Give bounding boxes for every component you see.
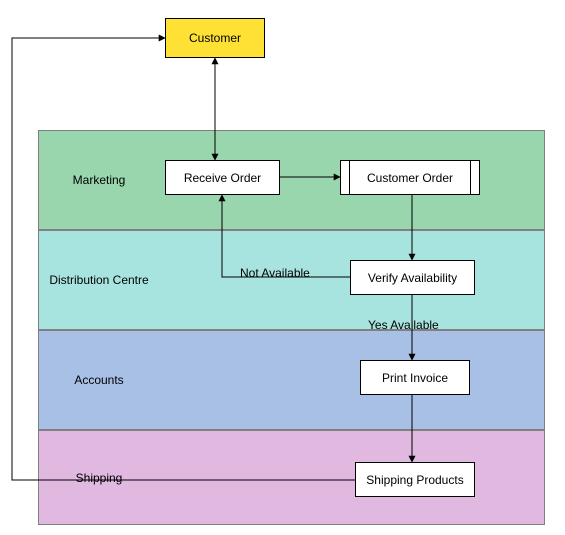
node-print-invoice-label: Print Invoice <box>382 371 448 385</box>
node-shipping-products-label: Shipping Products <box>366 473 463 487</box>
node-customer-label: Customer <box>189 31 241 45</box>
node-shipping-products: Shipping Products <box>355 462 475 497</box>
node-receive-order-label: Receive Order <box>184 171 261 185</box>
node-receive-order: Receive Order <box>165 160 280 195</box>
edge-label-yes-available: Yes Available <box>368 318 439 332</box>
edge-label-not-available: Not Available <box>240 266 310 280</box>
lane-label-accounts: Accounts <box>39 331 159 429</box>
lane-label-shipping: Shipping <box>39 431 159 524</box>
lane-label-distribution: Distribution Centre <box>39 231 159 329</box>
subprocess-bar-right <box>470 161 471 194</box>
node-customer-order-label: Customer Order <box>367 171 453 185</box>
node-verify-availability: Verify Availability <box>350 260 475 295</box>
node-customer-order: Customer Order <box>340 160 480 195</box>
lane-label-marketing: Marketing <box>39 131 159 229</box>
node-verify-label: Verify Availability <box>368 271 457 285</box>
subprocess-bar-left <box>349 161 350 194</box>
diagram-canvas: Marketing Distribution Centre Accounts S… <box>0 0 565 535</box>
node-print-invoice: Print Invoice <box>360 360 470 395</box>
node-customer: Customer <box>165 18 265 58</box>
